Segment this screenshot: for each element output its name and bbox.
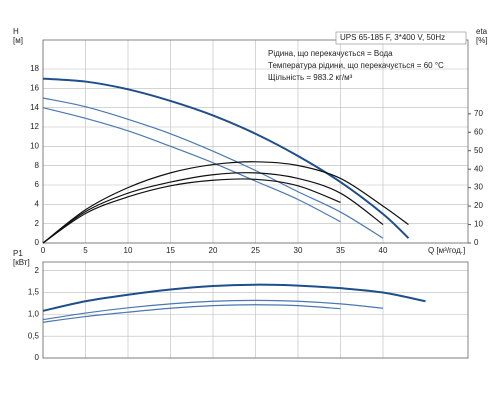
y-tick-label: 16 bbox=[30, 83, 39, 92]
x-tick-label: 35 bbox=[336, 246, 345, 255]
note: Рідина, що перекачується = Вода bbox=[268, 49, 393, 58]
y-tick-label: 0 bbox=[35, 353, 40, 362]
x-tick-label: 10 bbox=[124, 246, 133, 255]
y-tick-label: 12 bbox=[30, 122, 39, 131]
eta-curve bbox=[42, 172, 384, 244]
y2-axis-label: eta bbox=[476, 27, 488, 36]
y-tick-label: 8 bbox=[35, 161, 40, 170]
y-tick-label: 0 bbox=[35, 238, 40, 247]
y2-axis-label: [%] bbox=[476, 36, 488, 45]
y-tick-label: 0,5 bbox=[28, 331, 40, 340]
x-axis-label: Q [м³/год.] bbox=[428, 246, 465, 255]
y-tick-label: 10 bbox=[30, 141, 39, 150]
note: Температура рідини, що перекачується = 6… bbox=[268, 61, 444, 70]
curve bbox=[42, 107, 341, 223]
y-tick-label: 4 bbox=[35, 199, 40, 208]
y-tick-label: 14 bbox=[30, 103, 39, 112]
x-tick-label: 15 bbox=[166, 246, 175, 255]
y2-tick-label: 30 bbox=[474, 183, 483, 192]
y-axis-label: [м] bbox=[13, 36, 23, 45]
x-tick-label: 30 bbox=[294, 246, 303, 255]
curve bbox=[42, 299, 384, 321]
y-tick-label: 18 bbox=[30, 64, 39, 73]
x-tick-label: 40 bbox=[379, 246, 388, 255]
y-tick-label: 2 bbox=[35, 266, 40, 275]
plot-frame bbox=[42, 39, 469, 244]
y-tick-label: 1,0 bbox=[28, 309, 40, 318]
x-tick-label: 5 bbox=[83, 246, 88, 255]
y-tick-label: 1,5 bbox=[28, 288, 40, 297]
y2-tick-label: 60 bbox=[474, 127, 483, 136]
y-axis-label: P1 bbox=[13, 249, 23, 258]
y2-tick-label: 50 bbox=[474, 146, 483, 155]
curve bbox=[42, 304, 341, 323]
curve bbox=[42, 77, 410, 239]
x-tick-label: 20 bbox=[209, 246, 218, 255]
y2-tick-label: 0 bbox=[474, 238, 479, 247]
y2-tick-label: 20 bbox=[474, 201, 483, 210]
x-tick-label: 0 bbox=[41, 246, 46, 255]
note: Щільність = 983.2 кг/м³ bbox=[268, 73, 353, 82]
chart-title: UPS 65-185 F, 3*400 V, 50Hz bbox=[340, 33, 445, 42]
y2-tick-label: 70 bbox=[474, 109, 483, 118]
y2-tick-label: 40 bbox=[474, 164, 483, 173]
y-tick-label: 6 bbox=[35, 180, 40, 189]
eta-curve bbox=[42, 178, 341, 244]
x-tick-label: 25 bbox=[251, 246, 260, 255]
y-tick-label: 2 bbox=[35, 219, 40, 228]
title-box bbox=[335, 31, 467, 45]
curve bbox=[42, 97, 384, 239]
y-axis-label: [кВт] bbox=[13, 258, 30, 267]
curve bbox=[42, 283, 426, 312]
y2-tick-label: 10 bbox=[474, 220, 483, 229]
y-axis-label: H bbox=[13, 27, 19, 36]
eta-curve bbox=[42, 161, 409, 244]
